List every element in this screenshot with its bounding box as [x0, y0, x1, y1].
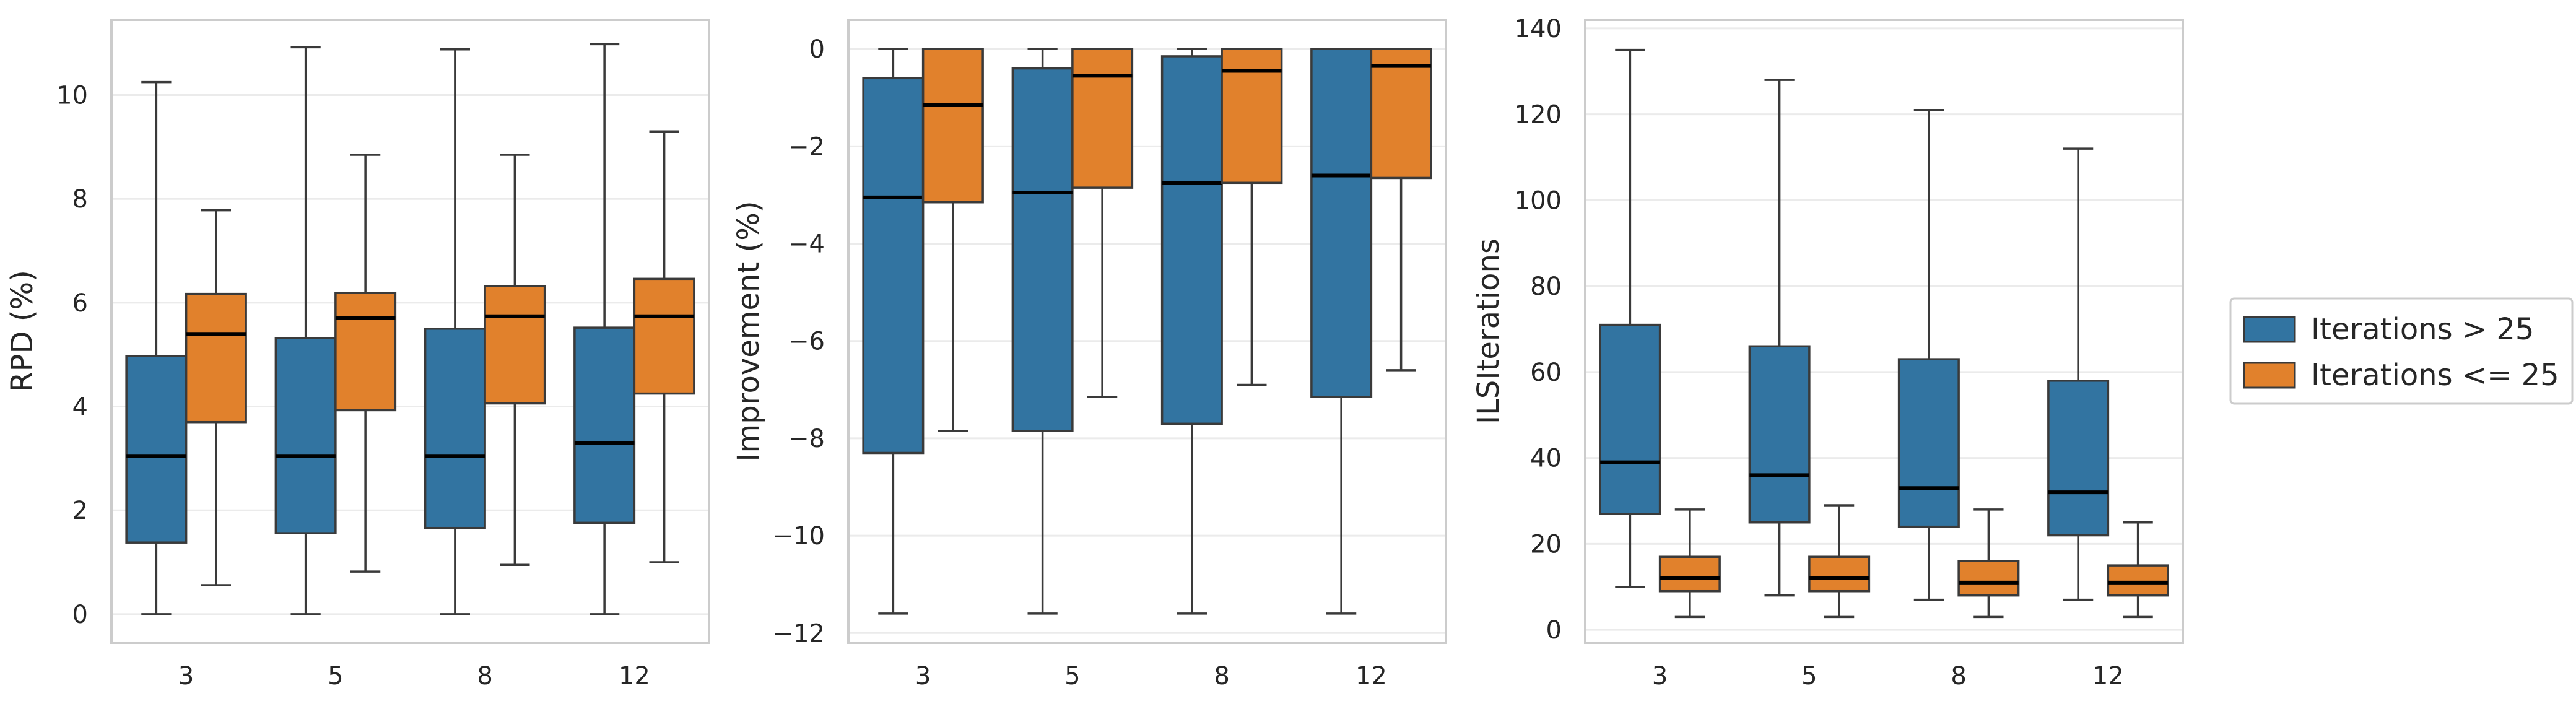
box-8-series-2: [1221, 48, 1283, 386]
legend-swatch-iterations-le-25: [2243, 362, 2296, 389]
box-5-series-2: [334, 154, 397, 573]
panels: 0 2 4 6 8 10 3 5 8 12 RPD (%) −12 −10 −8 −6 −4 −2 0 3 5 8 12 I…: [5, 15, 2184, 690]
y-tick-label: −12: [773, 619, 825, 648]
panel-2: −12 −10 −8 −6 −4 −2 0 3 5 8 12 Improvement (%): [731, 19, 1447, 690]
x-tick-label: 3: [178, 662, 194, 690]
x-tick-label: 12: [619, 662, 650, 690]
y-tick-label: 40: [1530, 445, 1562, 473]
box-iqr: [1310, 48, 1373, 398]
box-iqr: [2107, 564, 2169, 597]
box-5-series-1: [1748, 79, 1811, 597]
box-5-series-1: [274, 46, 337, 615]
y-tick-label: 100: [1515, 186, 1562, 215]
y-tick-label: 60: [1530, 359, 1562, 387]
axes-frame: [1584, 19, 2184, 644]
y-tick-label: −10: [773, 522, 825, 550]
box-3-series-2: [185, 209, 247, 586]
box-8-series-2: [484, 154, 546, 566]
y-tick-label: 0: [809, 35, 825, 64]
box-iqr: [862, 77, 925, 455]
y-tick-label: 10: [56, 82, 88, 110]
x-tick-label: 5: [1064, 662, 1080, 690]
box-12-series-1: [2047, 147, 2110, 601]
x-tick-label: 5: [328, 662, 343, 690]
box-iqr: [1897, 358, 1960, 528]
y-tick-label: 0: [72, 601, 88, 629]
y-tick-label: 8: [72, 185, 88, 214]
box-iqr: [1957, 560, 2020, 597]
box-8-series-1: [1897, 108, 1960, 601]
box-12-series-2: [1370, 48, 1432, 372]
box-12-series-1: [1310, 48, 1373, 615]
legend: Iterations > 25 Iterations <= 25: [2229, 297, 2574, 405]
x-tick-label: 8: [477, 662, 492, 690]
y-tick-label: 0: [1546, 616, 1562, 645]
legend-swatch-iterations-gt-25: [2243, 316, 2296, 343]
x-tick-label: 12: [2092, 662, 2124, 690]
box-3-series-1: [125, 80, 188, 615]
panel-3: 0 20 40 60 80 100 120 140 3 5 8 12 ILSIterations: [1471, 15, 2184, 690]
box-iqr: [1748, 345, 1811, 524]
y-tick-label: 140: [1515, 15, 1562, 43]
box-5-series-1: [1011, 48, 1074, 615]
box-iqr: [334, 292, 397, 412]
box-iqr: [185, 292, 247, 424]
box-iqr: [1599, 323, 1661, 515]
box-iqr: [1071, 48, 1134, 189]
box-iqr: [484, 285, 546, 405]
box-iqr: [125, 355, 188, 544]
box-8-series-1: [1160, 48, 1223, 615]
box-3-series-1: [1599, 48, 1661, 588]
box-iqr: [424, 328, 486, 529]
y-tick-label: 4: [72, 393, 88, 422]
box-iqr: [573, 326, 636, 524]
y-tick-label: −2: [788, 133, 825, 161]
y-axis-label: ILSIterations: [1471, 238, 1506, 424]
box-12-series-1: [573, 43, 636, 615]
legend-label-iterations-gt-25: Iterations > 25: [2311, 312, 2534, 347]
panel-1: 0 2 4 6 8 10 3 5 8 12 RPD (%): [5, 19, 710, 690]
box-3-series-2: [921, 48, 984, 432]
legend-frame: [2229, 297, 2574, 405]
x-tick-label: 3: [1652, 662, 1668, 690]
box-5-series-2: [1071, 48, 1134, 398]
box-iqr: [1370, 48, 1432, 180]
box-iqr: [633, 277, 695, 395]
box-iqr: [1808, 555, 1871, 593]
box-12-series-2: [633, 130, 695, 563]
y-tick-label: −6: [788, 328, 825, 356]
box-8-series-1: [424, 48, 486, 615]
legend-label-iterations-le-25: Iterations <= 25: [2311, 358, 2559, 393]
y-axis-label: RPD (%): [5, 270, 40, 393]
box-5-series-2: [1808, 504, 1871, 619]
axes-frame: [110, 19, 710, 644]
box-iqr: [2047, 380, 2110, 537]
y-tick-label: 120: [1515, 101, 1562, 129]
y-axis-label: Improvement (%): [731, 201, 766, 461]
box-iqr: [1658, 555, 1721, 593]
box-iqr: [921, 48, 984, 204]
box-3-series-2: [1658, 508, 1721, 619]
box-iqr: [1011, 67, 1074, 432]
x-tick-label: 8: [1214, 662, 1229, 690]
y-tick-label: 80: [1530, 272, 1562, 301]
x-tick-label: 8: [1951, 662, 1966, 690]
box-12-series-2: [2107, 521, 2169, 619]
y-tick-label: 20: [1530, 530, 1562, 559]
box-3-series-1: [862, 48, 925, 615]
box-8-series-2: [1957, 508, 2020, 619]
y-tick-label: −8: [788, 425, 825, 453]
y-tick-label: 2: [72, 497, 88, 525]
x-tick-label: 12: [1355, 662, 1387, 690]
x-tick-label: 3: [915, 662, 931, 690]
box-iqr: [1160, 55, 1223, 425]
y-tick-label: −4: [788, 230, 825, 259]
y-tick-label: 6: [72, 289, 88, 318]
axes-frame: [847, 19, 1447, 644]
box-iqr: [274, 337, 337, 534]
x-tick-label: 5: [1801, 662, 1817, 690]
